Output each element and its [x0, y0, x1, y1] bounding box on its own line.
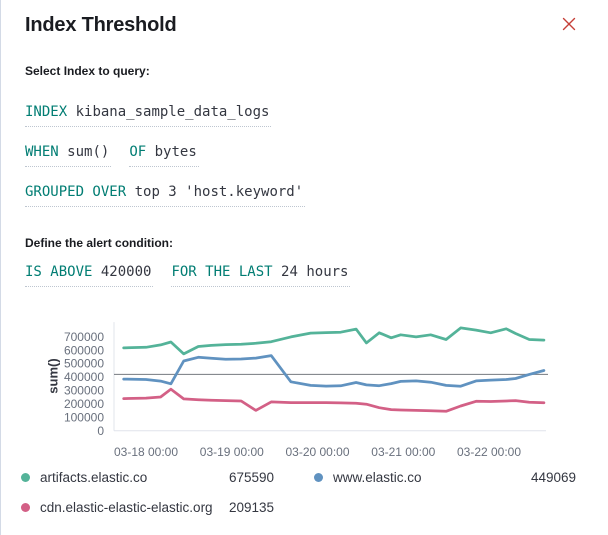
legend-item-cdn[interactable]: cdn.elastic-elastic-elastic.org 209135 [21, 500, 274, 515]
select-index-label: Select Index to query: [25, 64, 150, 78]
condition-expression-row: IS ABOVE 420000 FOR THE LAST 24 hours [25, 263, 351, 287]
is-above-expression[interactable]: IS ABOVE 420000 [25, 264, 154, 287]
is-above-keyword: IS ABOVE [25, 264, 93, 280]
of-expression[interactable]: OF bytes [129, 144, 199, 167]
series-dot-blue [314, 473, 323, 482]
grouped-over-keyword: GROUPED OVER [25, 184, 127, 200]
svg-text:200000: 200000 [64, 397, 104, 411]
grouped-expression-row: GROUPED OVER top 3 'host.keyword' [25, 183, 306, 207]
when-keyword: WHEN [25, 144, 59, 160]
svg-text:03-19 00:00: 03-19 00:00 [200, 445, 264, 459]
svg-text:100000: 100000 [64, 410, 104, 424]
svg-text:500000: 500000 [64, 357, 104, 371]
svg-text:300000: 300000 [64, 384, 104, 398]
when-value: sum() [67, 144, 110, 160]
legend-label: cdn.elastic-elastic-elastic.org [40, 500, 213, 515]
close-icon [562, 17, 576, 31]
grouped-over-value: top 3 'host.keyword' [134, 184, 304, 200]
legend-value: 209135 [228, 500, 274, 515]
svg-text:03-21 00:00: 03-21 00:00 [371, 445, 435, 459]
legend-item-www[interactable]: www.elastic.co 449069 [314, 470, 576, 485]
svg-text:03-20 00:00: 03-20 00:00 [285, 445, 349, 459]
index-expression[interactable]: INDEX kibana_sample_data_logs [25, 104, 272, 127]
svg-text:700000: 700000 [64, 330, 104, 344]
svg-text:03-18 00:00: 03-18 00:00 [114, 445, 178, 459]
svg-text:600000: 600000 [64, 343, 104, 357]
is-above-value: 420000 [100, 264, 152, 280]
threshold-chart-svg: 7000006000005000004000003000002000001000… [64, 322, 548, 459]
series-dot-green [21, 473, 30, 482]
when-expression[interactable]: WHEN sum() [25, 144, 112, 167]
legend-label: www.elastic.co [333, 470, 422, 485]
index-keyword: INDEX [25, 104, 68, 120]
for-the-last-expression[interactable]: FOR THE LAST 24 hours [171, 264, 351, 287]
series-dot-pink [21, 503, 30, 512]
svg-text:400000: 400000 [64, 370, 104, 384]
for-the-last-keyword: FOR THE LAST [171, 264, 273, 280]
aggregation-expression-row: WHEN sum() OF bytes [25, 143, 199, 167]
of-value: bytes [154, 144, 197, 160]
y-axis-title: sum() [45, 358, 61, 394]
legend-value: 675590 [228, 470, 274, 485]
page-title: Index Threshold [25, 14, 177, 36]
for-the-last-value: 24 hours [281, 264, 349, 280]
threshold-preview-chart: 700000 600000 500000 400000 300000 200000 1000… [1, 315, 608, 467]
index-value: kibana_sample_data_logs [75, 104, 270, 120]
legend-label: artifacts.elastic.co [40, 470, 148, 485]
grouped-over-expression[interactable]: GROUPED OVER top 3 'host.keyword' [25, 184, 306, 207]
legend-value: 449069 [530, 470, 576, 485]
alert-condition-label: Define the alert condition: [25, 236, 174, 250]
legend-item-artifacts[interactable]: artifacts.elastic.co 675590 [21, 470, 274, 485]
of-keyword: OF [129, 144, 147, 160]
index-expression-row: INDEX kibana_sample_data_logs [25, 103, 272, 127]
svg-text:0: 0 [97, 424, 104, 438]
close-button[interactable] [555, 10, 583, 38]
svg-text:03-22 00:00: 03-22 00:00 [457, 445, 521, 459]
